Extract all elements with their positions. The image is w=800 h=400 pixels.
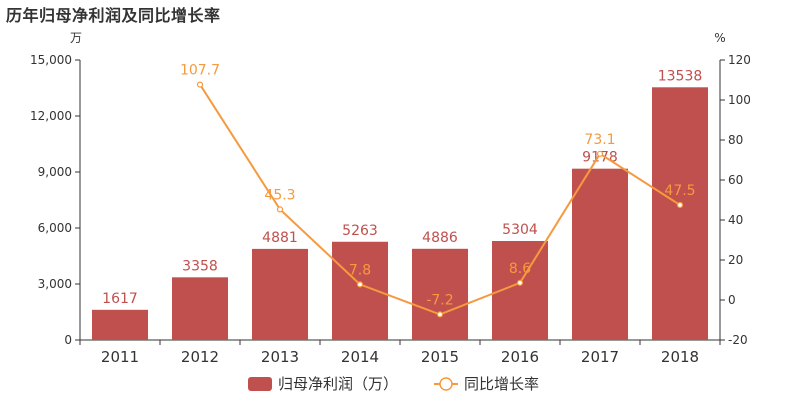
bar-value-label: 4881 xyxy=(262,230,298,246)
y-left-tick-label: 15,000 xyxy=(30,53,72,67)
y-right-tick-label: 20 xyxy=(728,253,743,267)
y-right-tick-label: -20 xyxy=(728,333,748,347)
x-category-label: 2013 xyxy=(261,348,299,366)
bar-swatch-icon xyxy=(248,377,272,391)
x-category-label: 2014 xyxy=(341,348,379,366)
bar-value-label: 5304 xyxy=(502,222,538,238)
y-left-tick-label: 12,000 xyxy=(30,109,72,123)
y-axis-right-unit: % xyxy=(714,31,725,45)
bar[interactable] xyxy=(172,277,228,340)
bar[interactable] xyxy=(652,87,708,340)
bar-value-label: 4886 xyxy=(422,230,458,246)
growth-rate-point[interactable] xyxy=(356,281,364,288)
chart-title: 历年归母净利润及同比增长率 xyxy=(6,6,221,25)
growth-rate-label: 107.7 xyxy=(180,63,220,79)
growth-rate-point[interactable] xyxy=(516,279,524,286)
x-category-label: 2018 xyxy=(661,348,699,366)
bar-value-label: 13538 xyxy=(658,68,703,84)
bar-value-label: 5263 xyxy=(342,223,378,239)
growth-rate-label: -7.2 xyxy=(426,292,453,308)
x-category-label: 2011 xyxy=(101,348,139,366)
bar[interactable] xyxy=(92,309,148,340)
bar[interactable] xyxy=(572,168,628,340)
legend-label-growth: 同比增长率 xyxy=(464,375,539,393)
growth-rate-label: 7.8 xyxy=(349,262,371,278)
x-category-label: 2015 xyxy=(421,348,459,366)
x-category-label: 2017 xyxy=(581,348,619,366)
bar-value-label: 1617 xyxy=(102,291,138,307)
y-right-tick-label: 60 xyxy=(728,173,743,187)
growth-rate-point[interactable] xyxy=(196,81,204,88)
y-left-tick-label: 6,000 xyxy=(38,221,72,235)
growth-rate-label: 45.3 xyxy=(264,187,295,203)
bar[interactable] xyxy=(412,248,468,340)
growth-rate-label: 47.5 xyxy=(664,183,695,199)
bar[interactable] xyxy=(252,248,308,340)
y-left-tick-label: 3,000 xyxy=(38,277,72,291)
y-right-tick-label: 80 xyxy=(728,133,743,147)
y-left-tick-label: 9,000 xyxy=(38,165,72,179)
growth-rate-point[interactable] xyxy=(276,206,284,213)
bar-value-label: 3358 xyxy=(182,258,218,274)
x-category-label: 2016 xyxy=(501,348,539,366)
y-right-tick-label: 40 xyxy=(728,213,743,227)
x-category-label: 2012 xyxy=(181,348,219,366)
growth-rate-label: 8.6 xyxy=(509,261,531,277)
bar-value-label: 9178 xyxy=(582,150,618,166)
y-axis-left-unit: 万 xyxy=(70,31,82,45)
y-right-tick-label: 120 xyxy=(728,53,751,67)
legend-label-profit: 归母净利润（万） xyxy=(278,375,398,393)
growth-rate-point[interactable] xyxy=(436,311,444,318)
growth-rate-label: 73.1 xyxy=(584,132,615,148)
growth-rate-point[interactable] xyxy=(676,201,684,209)
growth-rate-point[interactable] xyxy=(596,150,604,157)
line-marker-icon xyxy=(439,377,453,391)
y-left-tick-label: 0 xyxy=(64,333,72,347)
y-right-tick-label: 0 xyxy=(728,293,736,307)
y-right-tick-label: 100 xyxy=(728,93,751,107)
